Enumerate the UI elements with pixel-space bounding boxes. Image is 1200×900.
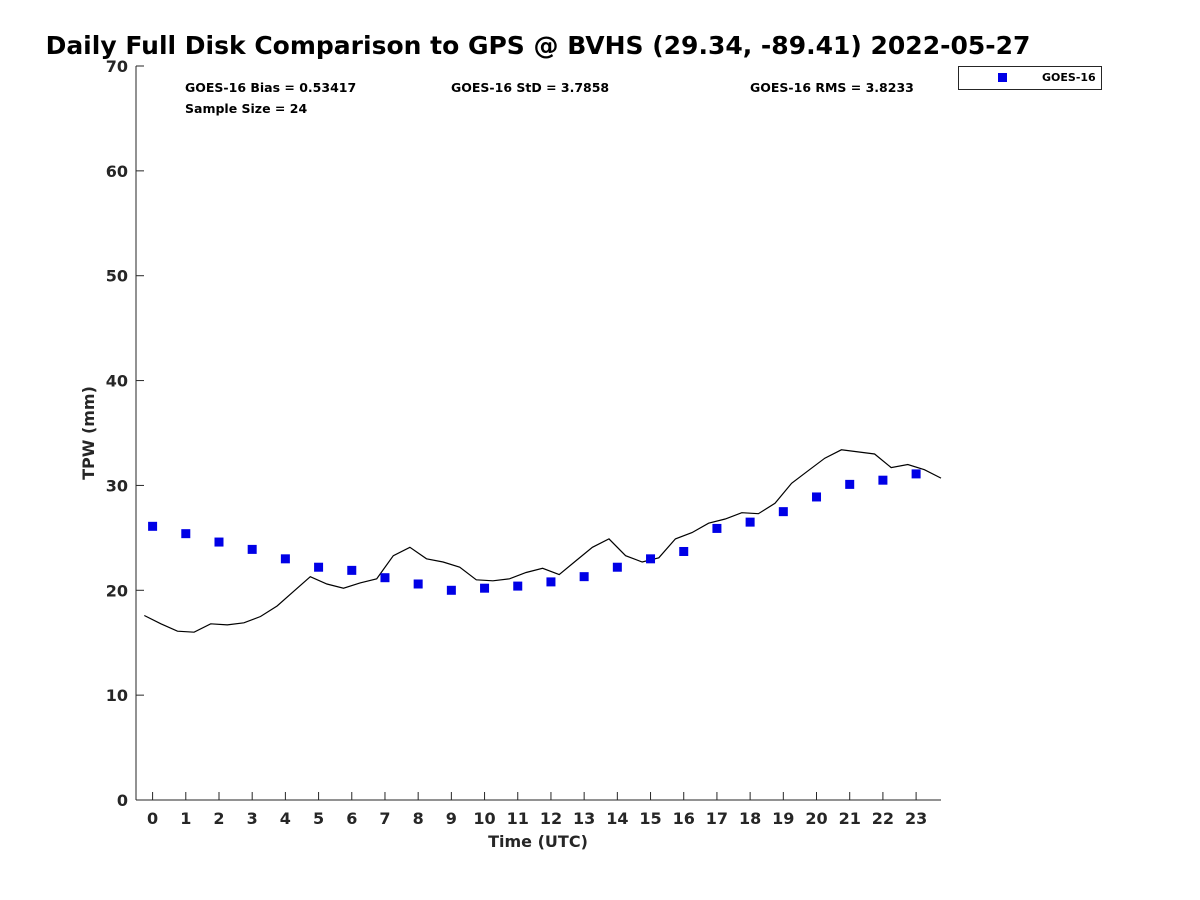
x-tick-label: 0 — [147, 809, 158, 828]
goes16-data-point — [778, 507, 788, 517]
x-tick-label: 17 — [706, 809, 728, 828]
gps-series-line — [144, 449, 942, 633]
goes16-data-point — [214, 537, 224, 547]
x-tick-label: 16 — [673, 809, 695, 828]
goes16-data-point — [513, 581, 523, 591]
x-tick-label: 4 — [280, 809, 291, 828]
x-tick-label: 1 — [180, 809, 191, 828]
y-axis-ticks: 0 10 20 30 40 50 60 70 — [106, 57, 144, 810]
y-tick-label: 70 — [106, 57, 128, 76]
x-axis-ticks: 0 1 2 3 4 5 6 7 8 9 10 11 12 13 14 15 16 17 18 19 20 21 22 23 — [147, 792, 927, 828]
x-tick-label: 11 — [507, 809, 529, 828]
x-tick-label: 13 — [573, 809, 595, 828]
y-tick-label: 20 — [106, 581, 128, 600]
x-tick-label: 18 — [739, 809, 761, 828]
x-tick-label: 21 — [839, 809, 861, 828]
rms-stat: GOES-16 RMS = 3.8233 — [750, 80, 914, 95]
goes16-data-point — [679, 546, 689, 556]
goes16-data-point — [181, 529, 191, 539]
std-stat: GOES-16 StD = 3.7858 — [451, 80, 609, 95]
bias-stat: GOES-16 Bias = 0.53417 — [185, 80, 356, 95]
x-tick-label: 12 — [540, 809, 562, 828]
goes16-data-point — [646, 554, 656, 564]
y-tick-label: 0 — [117, 791, 128, 810]
x-tick-label: 2 — [213, 809, 224, 828]
legend-box — [958, 66, 1102, 90]
goes16-data-point — [314, 562, 324, 572]
x-tick-label: 9 — [446, 809, 457, 828]
x-tick-label: 23 — [905, 809, 927, 828]
goes16-data-point — [380, 573, 390, 583]
goes16-data-point — [247, 544, 257, 554]
goes16-data-point — [845, 479, 855, 489]
x-tick-label: 20 — [805, 809, 827, 828]
x-tick-label: 22 — [872, 809, 894, 828]
y-tick-label: 40 — [106, 372, 128, 391]
goes16-data-point — [546, 577, 556, 587]
x-tick-label: 15 — [639, 809, 661, 828]
legend: GOES-16 — [958, 66, 1102, 90]
x-tick-label: 3 — [247, 809, 258, 828]
goes16-data-point — [148, 521, 158, 531]
goes16-data-point — [579, 572, 589, 582]
x-tick-label: 14 — [606, 809, 628, 828]
goes16-data-point — [446, 585, 456, 595]
legend-label-goes16: GOES-16 — [1042, 71, 1096, 84]
goes16-data-point — [712, 523, 722, 533]
chart-title: Daily Full Disk Comparison to GPS @ BVHS… — [46, 31, 1031, 60]
sample-size-stat: Sample Size = 24 — [185, 101, 307, 116]
x-tick-label: 8 — [413, 809, 424, 828]
x-tick-label: 6 — [346, 809, 357, 828]
y-tick-label: 50 — [106, 267, 128, 286]
goes16-data-point — [878, 475, 888, 485]
gps-line-layer — [144, 449, 942, 633]
x-tick-label: 5 — [313, 809, 324, 828]
goes16-marker-layer — [148, 469, 921, 595]
legend-marker-goes16 — [998, 73, 1007, 82]
y-tick-label: 10 — [106, 686, 128, 705]
goes16-data-point — [612, 562, 622, 572]
goes16-data-point — [280, 554, 290, 564]
goes16-data-point — [347, 565, 357, 575]
goes16-data-point — [480, 583, 490, 593]
x-tick-label: 7 — [379, 809, 390, 828]
y-tick-label: 30 — [106, 476, 128, 495]
goes16-data-point — [413, 579, 423, 589]
x-tick-label: 10 — [473, 809, 495, 828]
goes16-data-point — [911, 469, 921, 479]
goes16-data-point — [745, 517, 755, 527]
x-tick-label: 19 — [772, 809, 794, 828]
x-axis-label: Time (UTC) — [488, 832, 588, 851]
y-axis-label: TPW (mm) — [79, 386, 98, 480]
goes16-data-point — [812, 492, 822, 502]
y-tick-label: 60 — [106, 162, 128, 181]
